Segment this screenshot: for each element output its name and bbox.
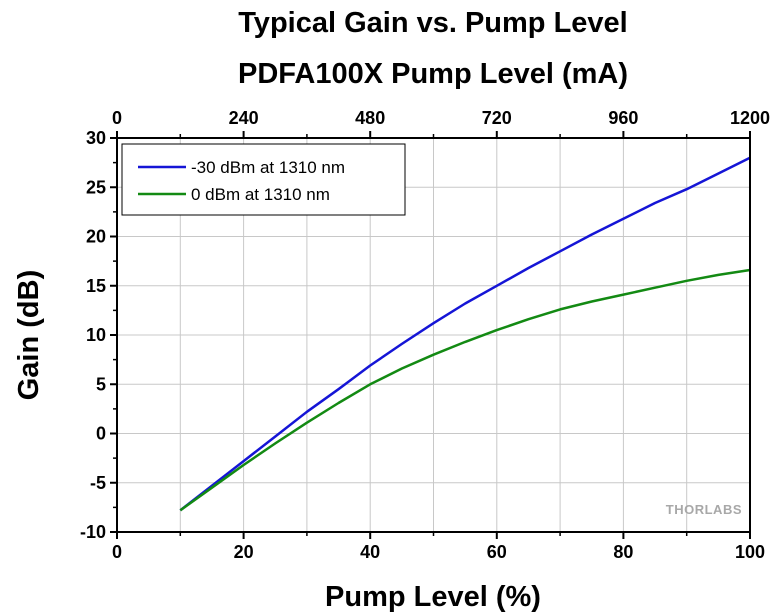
y-tick-label: 0 xyxy=(96,424,106,444)
legend-label-series-1: -30 dBm at 1310 nm xyxy=(191,158,345,177)
series-lines xyxy=(179,156,751,512)
x-axis-label: Pump Level (%) xyxy=(325,581,541,613)
y-tick-label: -10 xyxy=(80,522,106,542)
legend: -30 dBm at 1310 nm 0 dBm at 1310 nm xyxy=(121,143,406,216)
y-tick-label: 25 xyxy=(86,177,106,197)
x-tick-label: 100 xyxy=(735,542,765,562)
chart-title: Typical Gain vs. Pump Level xyxy=(238,7,628,39)
y-tick-label: 5 xyxy=(96,374,106,394)
thorlabs-watermark: THORLABS xyxy=(666,502,742,517)
top-x-tick-label: 480 xyxy=(355,108,385,128)
y-axis-label: Gain (dB) xyxy=(13,270,45,401)
grid xyxy=(117,138,750,532)
axes: 0 20 40 60 80 100 0 240 480 720 960 1200 -10 -5 0 5 10 15… xyxy=(80,108,770,562)
y-tick-label: 30 xyxy=(86,128,106,148)
series-line-1 xyxy=(179,156,751,512)
legend-label-series-2: 0 dBm at 1310 nm xyxy=(191,185,330,204)
x-tick-label: 80 xyxy=(613,542,633,562)
y-tick-label: 15 xyxy=(86,276,106,296)
legend-box xyxy=(121,143,406,216)
top-x-tick-label: 720 xyxy=(482,108,512,128)
y-tick-label: -5 xyxy=(90,473,106,493)
top-x-tick-label: 1200 xyxy=(730,108,770,128)
top-x-tick-label: 960 xyxy=(608,108,638,128)
series-line-2 xyxy=(179,268,751,512)
y-tick-label: 20 xyxy=(86,227,106,247)
x-tick-label: 60 xyxy=(487,542,507,562)
y-tick-label: 10 xyxy=(86,325,106,345)
top-x-tick-label: 240 xyxy=(229,108,259,128)
x-tick-label: 0 xyxy=(112,542,122,562)
top-x-tick-label: 0 xyxy=(112,108,122,128)
x-tick-label: 20 xyxy=(234,542,254,562)
top-axis-label: PDFA100X Pump Level (mA) xyxy=(238,58,628,90)
x-tick-label: 40 xyxy=(360,542,380,562)
